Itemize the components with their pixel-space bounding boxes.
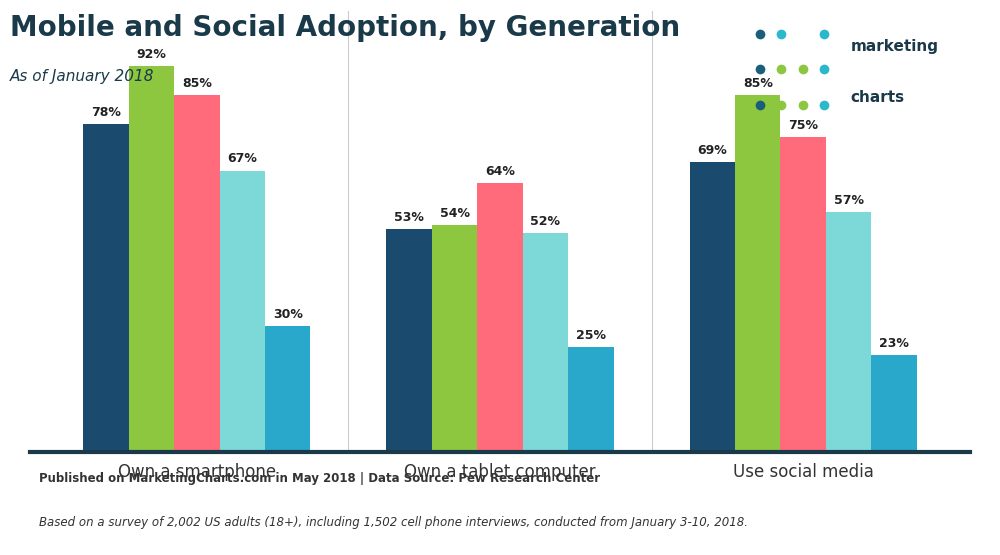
Text: 53%: 53% — [394, 211, 424, 224]
Bar — [690, 162, 735, 452]
Text: Based on a survey of 2,002 US adults (18+), including 1,502 cell phone interview: Based on a survey of 2,002 US adults (18… — [39, 516, 748, 528]
Text: 25%: 25% — [576, 329, 606, 342]
Bar — [826, 213, 871, 452]
Text: 30%: 30% — [273, 307, 303, 321]
Text: 85%: 85% — [182, 77, 212, 90]
Text: 57%: 57% — [834, 194, 864, 208]
Bar — [735, 95, 780, 452]
Bar — [386, 229, 432, 452]
Text: 85%: 85% — [743, 77, 773, 90]
Text: marketing: marketing — [851, 39, 939, 54]
Text: 64%: 64% — [485, 165, 515, 178]
Text: 78%: 78% — [91, 107, 121, 119]
Bar — [129, 65, 174, 452]
Text: 69%: 69% — [697, 144, 727, 157]
Text: 92%: 92% — [136, 48, 166, 60]
Bar — [568, 347, 614, 452]
Text: charts: charts — [851, 90, 905, 105]
Text: Mobile and Social Adoption, by Generation: Mobile and Social Adoption, by Generatio… — [10, 14, 680, 42]
Text: Published on MarketingCharts.com in May 2018 | Data Source: Pew Research Center: Published on MarketingCharts.com in May … — [39, 472, 601, 486]
Text: 75%: 75% — [788, 119, 818, 132]
Text: 52%: 52% — [530, 215, 560, 229]
Text: 54%: 54% — [440, 207, 470, 220]
Bar — [523, 234, 568, 452]
Bar — [220, 170, 265, 452]
Bar — [83, 124, 129, 452]
Bar — [871, 355, 917, 452]
Text: 67%: 67% — [227, 153, 257, 165]
Text: As of January 2018: As of January 2018 — [10, 69, 154, 84]
Bar — [780, 137, 826, 452]
Bar — [265, 326, 310, 452]
Bar — [477, 183, 523, 452]
Text: 23%: 23% — [879, 337, 909, 350]
Bar — [432, 225, 477, 452]
Bar — [174, 95, 220, 452]
